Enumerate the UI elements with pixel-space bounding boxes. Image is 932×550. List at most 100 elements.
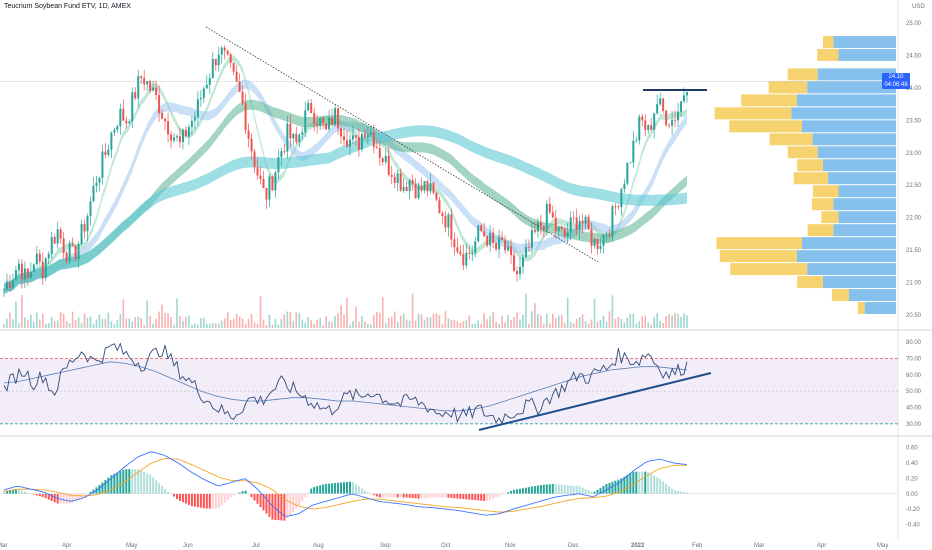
- candle-body: [450, 214, 453, 240]
- candle-body: [435, 192, 438, 200]
- candle-body: [71, 243, 74, 246]
- volume-profile-up-bar: [822, 159, 896, 172]
- candle-body: [578, 220, 581, 231]
- macd-histogram-bar: [268, 493, 271, 517]
- macd-histogram-bar: [348, 481, 351, 494]
- macd-histogram-bar: [65, 493, 68, 504]
- macd-histogram-bar: [539, 485, 542, 494]
- volume-bar: [27, 320, 29, 328]
- volume-bar: [149, 316, 151, 328]
- candle-body: [86, 216, 89, 232]
- candle-body: [638, 116, 641, 141]
- ema-ribbon-fast: [4, 55, 687, 293]
- rsi-support-trendline: [478, 372, 712, 431]
- candle-body: [262, 179, 265, 188]
- volume-bar: [370, 324, 372, 328]
- macd-histogram-bar: [238, 492, 241, 494]
- candle-body: [507, 246, 510, 251]
- candle-body: [277, 157, 280, 173]
- macd-histogram-bar: [402, 493, 405, 498]
- candle-body: [513, 255, 516, 271]
- macd-histogram-bar: [32, 493, 35, 495]
- macd-histogram-bar: [173, 493, 176, 497]
- volume-bar: [489, 316, 491, 328]
- volume-bar: [319, 317, 321, 328]
- candle-body: [602, 234, 605, 246]
- macd-histogram-bar: [614, 480, 617, 494]
- macd-histogram-bar: [331, 483, 334, 494]
- candle-body: [104, 151, 107, 155]
- volume-profile-up-bar: [807, 81, 896, 94]
- macd-histogram-bar: [208, 493, 211, 509]
- macd-histogram-bar: [441, 493, 444, 498]
- volume-bar: [456, 321, 459, 328]
- candle-body: [548, 203, 551, 213]
- volume-bar: [128, 318, 131, 328]
- macd-axis-tick: -0.20: [906, 507, 920, 513]
- macd-histogram-bar: [155, 480, 158, 494]
- macd-histogram-bar: [220, 493, 223, 506]
- volume-bar: [280, 318, 283, 328]
- volume-bar: [74, 320, 77, 328]
- volume-bar: [590, 319, 593, 328]
- candle-body: [569, 217, 572, 233]
- volume-bar: [161, 304, 163, 328]
- volume-bar: [560, 314, 563, 328]
- volume-profile-up-bar: [796, 94, 896, 107]
- macd-histogram-bar: [545, 484, 548, 494]
- macd-histogram-bar: [602, 485, 605, 494]
- macd-histogram-bar: [187, 493, 190, 505]
- macd-histogram-bar: [77, 493, 80, 500]
- candle-body: [134, 92, 137, 99]
- rsi-axis-tick: 60.00: [906, 373, 922, 379]
- candle-body: [444, 216, 447, 228]
- volume-bar: [647, 322, 650, 328]
- volume-bar: [277, 324, 280, 328]
- macd-histogram-bar: [378, 493, 381, 498]
- macd-axis-tick: 0.00: [906, 492, 918, 498]
- volume-bar: [247, 319, 250, 328]
- volume-bar: [95, 319, 98, 328]
- volume-bar: [47, 323, 50, 328]
- candle-body: [232, 62, 235, 72]
- macd-histogram-bar: [223, 493, 226, 503]
- macd-histogram-bar: [411, 493, 414, 499]
- candle-body: [453, 239, 456, 248]
- macd-histogram-bar: [295, 493, 298, 509]
- volume-bar: [450, 319, 453, 328]
- candle-body: [456, 247, 459, 252]
- volume-bar: [9, 312, 11, 328]
- volume-bar: [340, 305, 342, 328]
- volume-bar: [77, 317, 80, 328]
- volume-bar: [289, 311, 292, 328]
- macd-histogram-bar: [447, 493, 450, 498]
- macd-histogram-bar: [390, 493, 393, 498]
- volume-bar: [188, 315, 190, 328]
- candle-body: [644, 120, 647, 130]
- macd-histogram-bar: [626, 474, 629, 494]
- macd-histogram-bar: [495, 493, 498, 498]
- macd-histogram-bar: [668, 486, 671, 494]
- candle-body: [420, 185, 423, 191]
- candle-body: [5, 282, 8, 290]
- macd-histogram-bar: [399, 493, 402, 498]
- volume-bar: [179, 316, 181, 328]
- volume-bar: [399, 315, 402, 328]
- volume-bar: [384, 323, 387, 328]
- candle-body: [89, 201, 92, 217]
- candle-body: [498, 237, 501, 250]
- macd-histogram-bar: [262, 493, 265, 511]
- macd-axis-tick: 0.40: [906, 461, 918, 467]
- volume-bar: [253, 322, 256, 328]
- candle-body: [372, 132, 375, 147]
- macd-histogram-bar: [480, 493, 483, 501]
- macd-histogram-bar: [8, 490, 11, 494]
- volume-profile-up-bar: [822, 276, 896, 289]
- price-axis-tick: 22.00: [906, 216, 922, 222]
- volume-profile-up-bar: [833, 224, 896, 237]
- volume-bar: [453, 319, 456, 328]
- macd-axis-tick: 0.60: [906, 446, 918, 452]
- volume-bar: [119, 313, 122, 328]
- rsi-axis-tick: 40.00: [906, 406, 922, 412]
